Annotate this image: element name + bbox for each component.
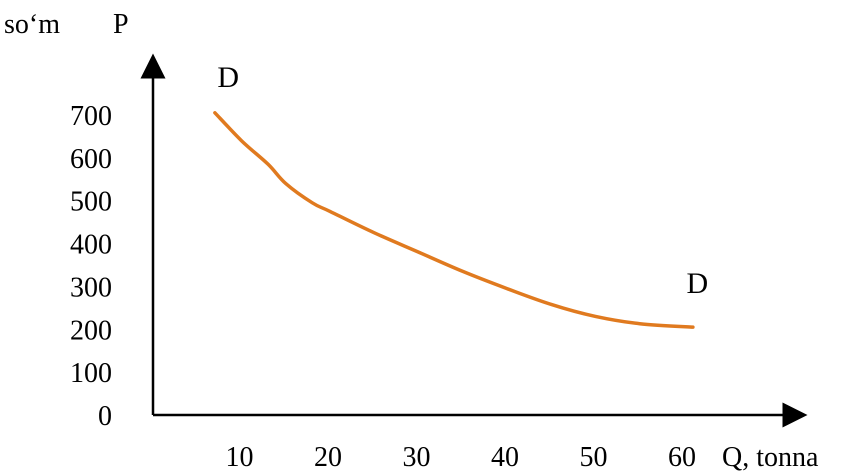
- x-tick-label: 40: [491, 442, 519, 473]
- y-tick-label: 700: [70, 101, 112, 132]
- series-group: [213, 111, 695, 329]
- y-tick-label: 600: [70, 144, 112, 175]
- y-tick-label: 400: [70, 230, 112, 261]
- x-tick-labels: 10 20 30 40 50 60: [226, 442, 697, 473]
- curve-label-d: D: [686, 267, 708, 300]
- demand-curve-line: [213, 111, 695, 329]
- x-axis-label: Q, tonna: [722, 442, 819, 473]
- y-tick-labels: 0 100 200 300 400 500 600 700: [70, 101, 112, 432]
- y-axis-label: P: [113, 9, 129, 40]
- x-tick-label: 30: [403, 442, 431, 473]
- axes: [140, 53, 808, 428]
- x-tick-label: 10: [226, 442, 254, 473]
- y-tick-label: 500: [70, 187, 112, 218]
- x-tick-label: 50: [580, 442, 608, 473]
- x-tick-label: 60: [668, 442, 696, 473]
- y-tick-label: 100: [70, 358, 112, 389]
- y-tick-label: 300: [70, 272, 112, 303]
- y-tick-label: 0: [98, 401, 112, 432]
- x-tick-label: 20: [314, 442, 342, 473]
- y-unit-label: so‘m: [4, 9, 60, 40]
- curve-labels: DD: [217, 61, 708, 300]
- curve-label-d: D: [217, 61, 239, 94]
- y-tick-label: 200: [70, 315, 112, 346]
